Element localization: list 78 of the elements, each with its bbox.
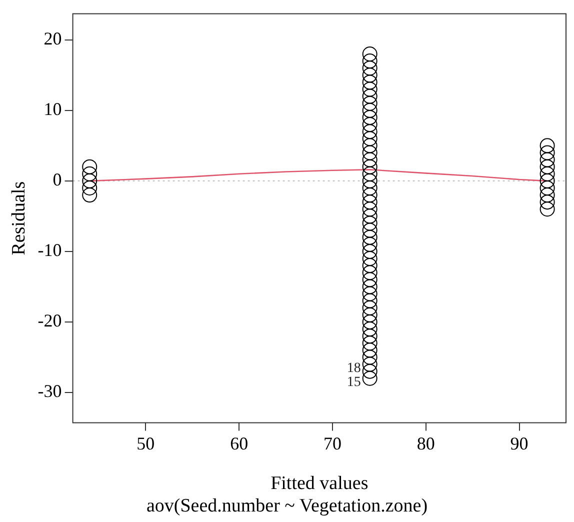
x-tick-label: 70 [323,433,342,454]
point [362,370,378,386]
point [362,159,378,174]
point [362,194,378,210]
y-tick-label: 10 [44,99,62,120]
point [362,188,378,203]
point [362,258,378,274]
point [540,166,555,182]
point [362,60,378,76]
point [362,96,378,111]
point [362,54,378,69]
point [362,216,378,231]
point [362,82,378,97]
point [362,124,378,140]
y-tick-label: 0 [52,170,62,190]
point [82,159,98,174]
point [362,293,378,308]
x-tick-label: 50 [136,433,155,454]
point [362,152,378,168]
point [540,159,555,174]
point [362,244,378,259]
point [362,46,378,62]
point [362,236,378,252]
point [82,173,98,188]
point [362,208,378,224]
point [362,202,378,217]
point [540,180,555,196]
point [362,265,378,280]
y-tick-label: -10 [38,240,62,260]
point [362,279,378,294]
annotation: 15 [346,375,361,390]
x-tick-label: 80 [416,433,435,454]
point [362,145,378,160]
point [362,286,378,302]
point [82,180,98,196]
point [362,364,378,379]
point [362,131,378,146]
y-tick-label: -30 [38,381,62,402]
point [82,166,98,182]
point [362,342,378,358]
point [362,336,378,351]
annotation: 18 [346,361,361,376]
point [362,110,378,125]
point [362,350,378,365]
point [362,307,378,322]
point [362,74,378,90]
point [362,222,378,238]
point [362,250,378,266]
point [362,322,378,337]
point [362,173,378,188]
point [362,356,378,372]
point [540,202,555,217]
point [362,102,378,118]
point [540,152,555,168]
point [362,300,378,316]
y-tick-label: -20 [38,310,62,331]
point [362,328,378,344]
x-tick-label: 60 [230,433,248,454]
point [362,314,378,330]
y-tick-label: 20 [44,28,62,49]
point [540,194,555,210]
point [362,138,378,154]
y-axis-title: Residuals [8,181,30,256]
point [540,188,555,203]
point [82,188,98,203]
x-tick-label: 90 [510,433,528,454]
x-axis-title: Fitted values [270,472,368,494]
point [540,173,555,188]
point [362,230,378,245]
point [540,145,555,160]
point [362,166,378,182]
point [362,117,378,132]
point [362,68,378,83]
point [362,180,378,196]
point [362,88,378,104]
text: aov(Seed.number ~ Vegetation.zone) [146,496,428,517]
point [540,138,555,154]
point [362,272,378,288]
